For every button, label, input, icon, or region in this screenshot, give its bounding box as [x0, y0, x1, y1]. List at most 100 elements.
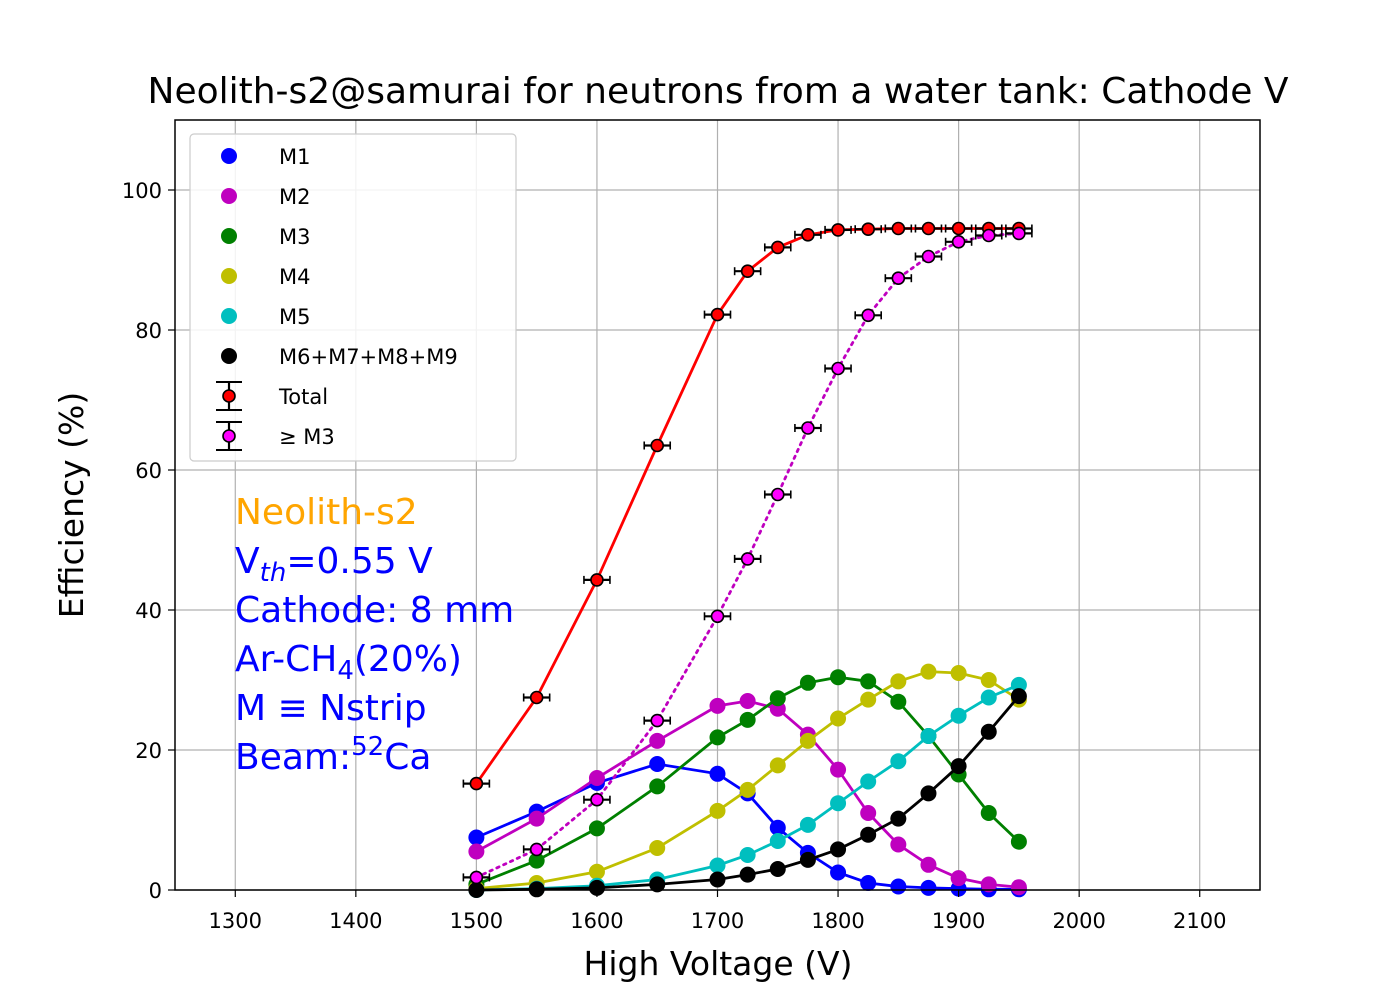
- annotation-line: Beam:52Ca: [235, 732, 431, 778]
- data-point: [981, 228, 996, 243]
- annotation-part: Beam:: [235, 737, 351, 778]
- data-point: [739, 711, 756, 728]
- data-point: [980, 805, 997, 821]
- data-point: [799, 816, 816, 833]
- data-point: [649, 778, 666, 795]
- x-tick-label: 1300: [209, 909, 262, 933]
- x-tick-label: 1500: [450, 909, 503, 933]
- data-point: [831, 223, 845, 237]
- data-point: [950, 665, 967, 681]
- data-point: [588, 820, 605, 837]
- data-point: [860, 805, 877, 821]
- data-point: [769, 833, 786, 849]
- data-point: [830, 761, 847, 778]
- y-tick-label: 60: [135, 459, 162, 483]
- data-point: [950, 870, 967, 887]
- legend-label: M1: [279, 145, 310, 169]
- data-point: [980, 723, 997, 740]
- annotation-part: =0.55 V: [286, 541, 433, 582]
- x-tick-label: 1800: [811, 909, 864, 933]
- data-point: [709, 765, 726, 782]
- annotation-part: Ca: [384, 737, 431, 778]
- data-point: [709, 729, 726, 746]
- legend-marker: [221, 268, 237, 284]
- data-point: [890, 673, 907, 690]
- y-tick-label: 40: [135, 599, 162, 623]
- data-point: [890, 836, 907, 853]
- data-point: [590, 573, 604, 587]
- x-axis-label: High Voltage (V): [584, 944, 853, 983]
- series-layer: [462, 221, 1033, 898]
- data-point: [799, 674, 816, 691]
- data-point: [920, 663, 937, 680]
- data-point: [710, 609, 725, 624]
- data-point: [1010, 688, 1027, 705]
- data-point: [920, 879, 937, 896]
- data-point: [770, 240, 785, 255]
- y-tick-label: 0: [149, 879, 162, 903]
- data-point: [980, 876, 997, 893]
- legend-box: [189, 133, 517, 462]
- data-point: [921, 249, 936, 264]
- data-point: [649, 840, 666, 856]
- legend-label: M6+M7+M8+M9: [279, 345, 458, 369]
- data-point: [468, 829, 485, 846]
- data-point: [950, 707, 967, 724]
- data-point: [830, 669, 847, 686]
- data-point: [649, 732, 666, 749]
- legend-item: ≥ M3: [216, 421, 335, 451]
- data-point: [740, 264, 755, 279]
- y-tick-label: 80: [135, 319, 162, 343]
- legend-item: Total: [216, 381, 328, 411]
- data-point: [1010, 676, 1027, 693]
- legend-label: M2: [279, 185, 310, 209]
- chart-title: Neolith-s2@samurai for neutrons from a w…: [148, 71, 1289, 112]
- legend-marker: [221, 308, 237, 324]
- legend-label: M5: [279, 305, 310, 329]
- annotation-line: Cathode: 8 mm: [235, 590, 514, 631]
- data-point: [801, 228, 815, 242]
- data-point: [860, 875, 877, 891]
- x-tick-label: 1700: [691, 909, 744, 933]
- data-point: [799, 732, 816, 749]
- legend: M1 M2 M3 M4 M5 M6+M7+M8+M9 Total ≥ M3: [189, 133, 517, 462]
- legend-item: M2: [221, 185, 310, 209]
- data-point: [831, 361, 845, 376]
- annotation-line: Ar-CH4(20%): [235, 639, 462, 686]
- data-point: [860, 773, 877, 790]
- data-point: [650, 438, 665, 453]
- data-point: [529, 842, 544, 857]
- data-point: [830, 841, 847, 858]
- data-point: [951, 235, 966, 249]
- series-m3: [462, 226, 1033, 885]
- data-point: [799, 851, 816, 868]
- x-tick-label: 1900: [932, 909, 985, 933]
- data-point: [468, 843, 485, 860]
- data-point: [830, 710, 847, 727]
- data-point: [890, 878, 907, 895]
- annotation-line: Vth=0.55 V: [235, 541, 433, 588]
- data-point: [860, 826, 877, 843]
- data-point: [769, 819, 786, 836]
- data-point: [588, 879, 605, 896]
- data-point: [890, 753, 907, 770]
- legend-label: Total: [278, 385, 328, 409]
- data-point: [588, 770, 605, 786]
- legend-item: M4: [221, 265, 310, 289]
- data-point: [769, 861, 786, 877]
- y-tick-label: 20: [135, 739, 162, 763]
- y-axis-label: Efficiency (%): [52, 392, 91, 619]
- data-point: [649, 756, 666, 772]
- data-point: [860, 673, 877, 690]
- data-point: [920, 856, 937, 873]
- data-point: [469, 870, 484, 885]
- data-point: [1010, 833, 1027, 850]
- annotation-part: (20%): [354, 639, 462, 680]
- data-point: [980, 672, 997, 688]
- annotation-part: V: [235, 541, 260, 582]
- legend-marker: [221, 188, 237, 204]
- data-point: [528, 852, 545, 869]
- annotation-line: M ≡ Nstrip: [235, 688, 427, 729]
- legend-marker: [222, 389, 236, 403]
